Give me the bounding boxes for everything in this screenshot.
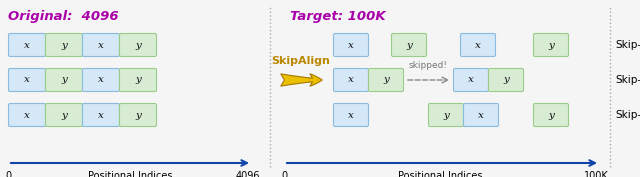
FancyBboxPatch shape [8, 68, 45, 92]
FancyBboxPatch shape [45, 68, 83, 92]
Text: x: x [348, 110, 354, 119]
Text: y: y [406, 41, 412, 50]
FancyBboxPatch shape [333, 68, 369, 92]
FancyBboxPatch shape [83, 104, 120, 127]
FancyBboxPatch shape [45, 104, 83, 127]
Text: Original:  4096: Original: 4096 [8, 10, 118, 23]
Text: Skip-Inner: Skip-Inner [615, 110, 640, 120]
Text: x: x [475, 41, 481, 50]
Text: skipped!: skipped! [408, 61, 447, 70]
Text: y: y [135, 76, 141, 84]
FancyBboxPatch shape [120, 104, 157, 127]
Text: y: y [61, 110, 67, 119]
Text: 0: 0 [281, 171, 287, 177]
Text: x: x [98, 110, 104, 119]
Text: y: y [443, 110, 449, 119]
FancyBboxPatch shape [45, 33, 83, 56]
FancyBboxPatch shape [534, 33, 568, 56]
FancyBboxPatch shape [461, 33, 495, 56]
Text: x: x [98, 41, 104, 50]
Text: Positional Indices: Positional Indices [397, 171, 483, 177]
Text: 4096: 4096 [236, 171, 260, 177]
Text: x: x [24, 76, 30, 84]
Text: y: y [135, 110, 141, 119]
Text: y: y [61, 41, 67, 50]
Text: y: y [548, 41, 554, 50]
Text: 0: 0 [5, 171, 11, 177]
Text: Skip-ALL: Skip-ALL [615, 40, 640, 50]
FancyBboxPatch shape [8, 104, 45, 127]
FancyBboxPatch shape [83, 33, 120, 56]
FancyBboxPatch shape [8, 33, 45, 56]
Text: Positional Indices: Positional Indices [88, 171, 172, 177]
Text: x: x [468, 76, 474, 84]
FancyBboxPatch shape [429, 104, 463, 127]
FancyBboxPatch shape [454, 68, 488, 92]
FancyBboxPatch shape [369, 68, 403, 92]
Text: y: y [61, 76, 67, 84]
FancyBboxPatch shape [83, 68, 120, 92]
Text: x: x [98, 76, 104, 84]
Text: 100K: 100K [584, 171, 609, 177]
Text: x: x [478, 110, 484, 119]
FancyBboxPatch shape [120, 68, 157, 92]
FancyBboxPatch shape [333, 104, 369, 127]
Text: x: x [24, 41, 30, 50]
Text: Target: 100K: Target: 100K [290, 10, 386, 23]
Text: Skip-Outter: Skip-Outter [615, 75, 640, 85]
FancyBboxPatch shape [333, 33, 369, 56]
FancyBboxPatch shape [392, 33, 426, 56]
Text: x: x [348, 41, 354, 50]
Text: SkipAlign: SkipAlign [271, 56, 330, 66]
Text: y: y [503, 76, 509, 84]
Text: y: y [548, 110, 554, 119]
FancyBboxPatch shape [488, 68, 524, 92]
Text: y: y [135, 41, 141, 50]
FancyBboxPatch shape [463, 104, 499, 127]
FancyBboxPatch shape [120, 33, 157, 56]
Text: x: x [348, 76, 354, 84]
FancyBboxPatch shape [534, 104, 568, 127]
Text: x: x [24, 110, 30, 119]
Text: y: y [383, 76, 389, 84]
